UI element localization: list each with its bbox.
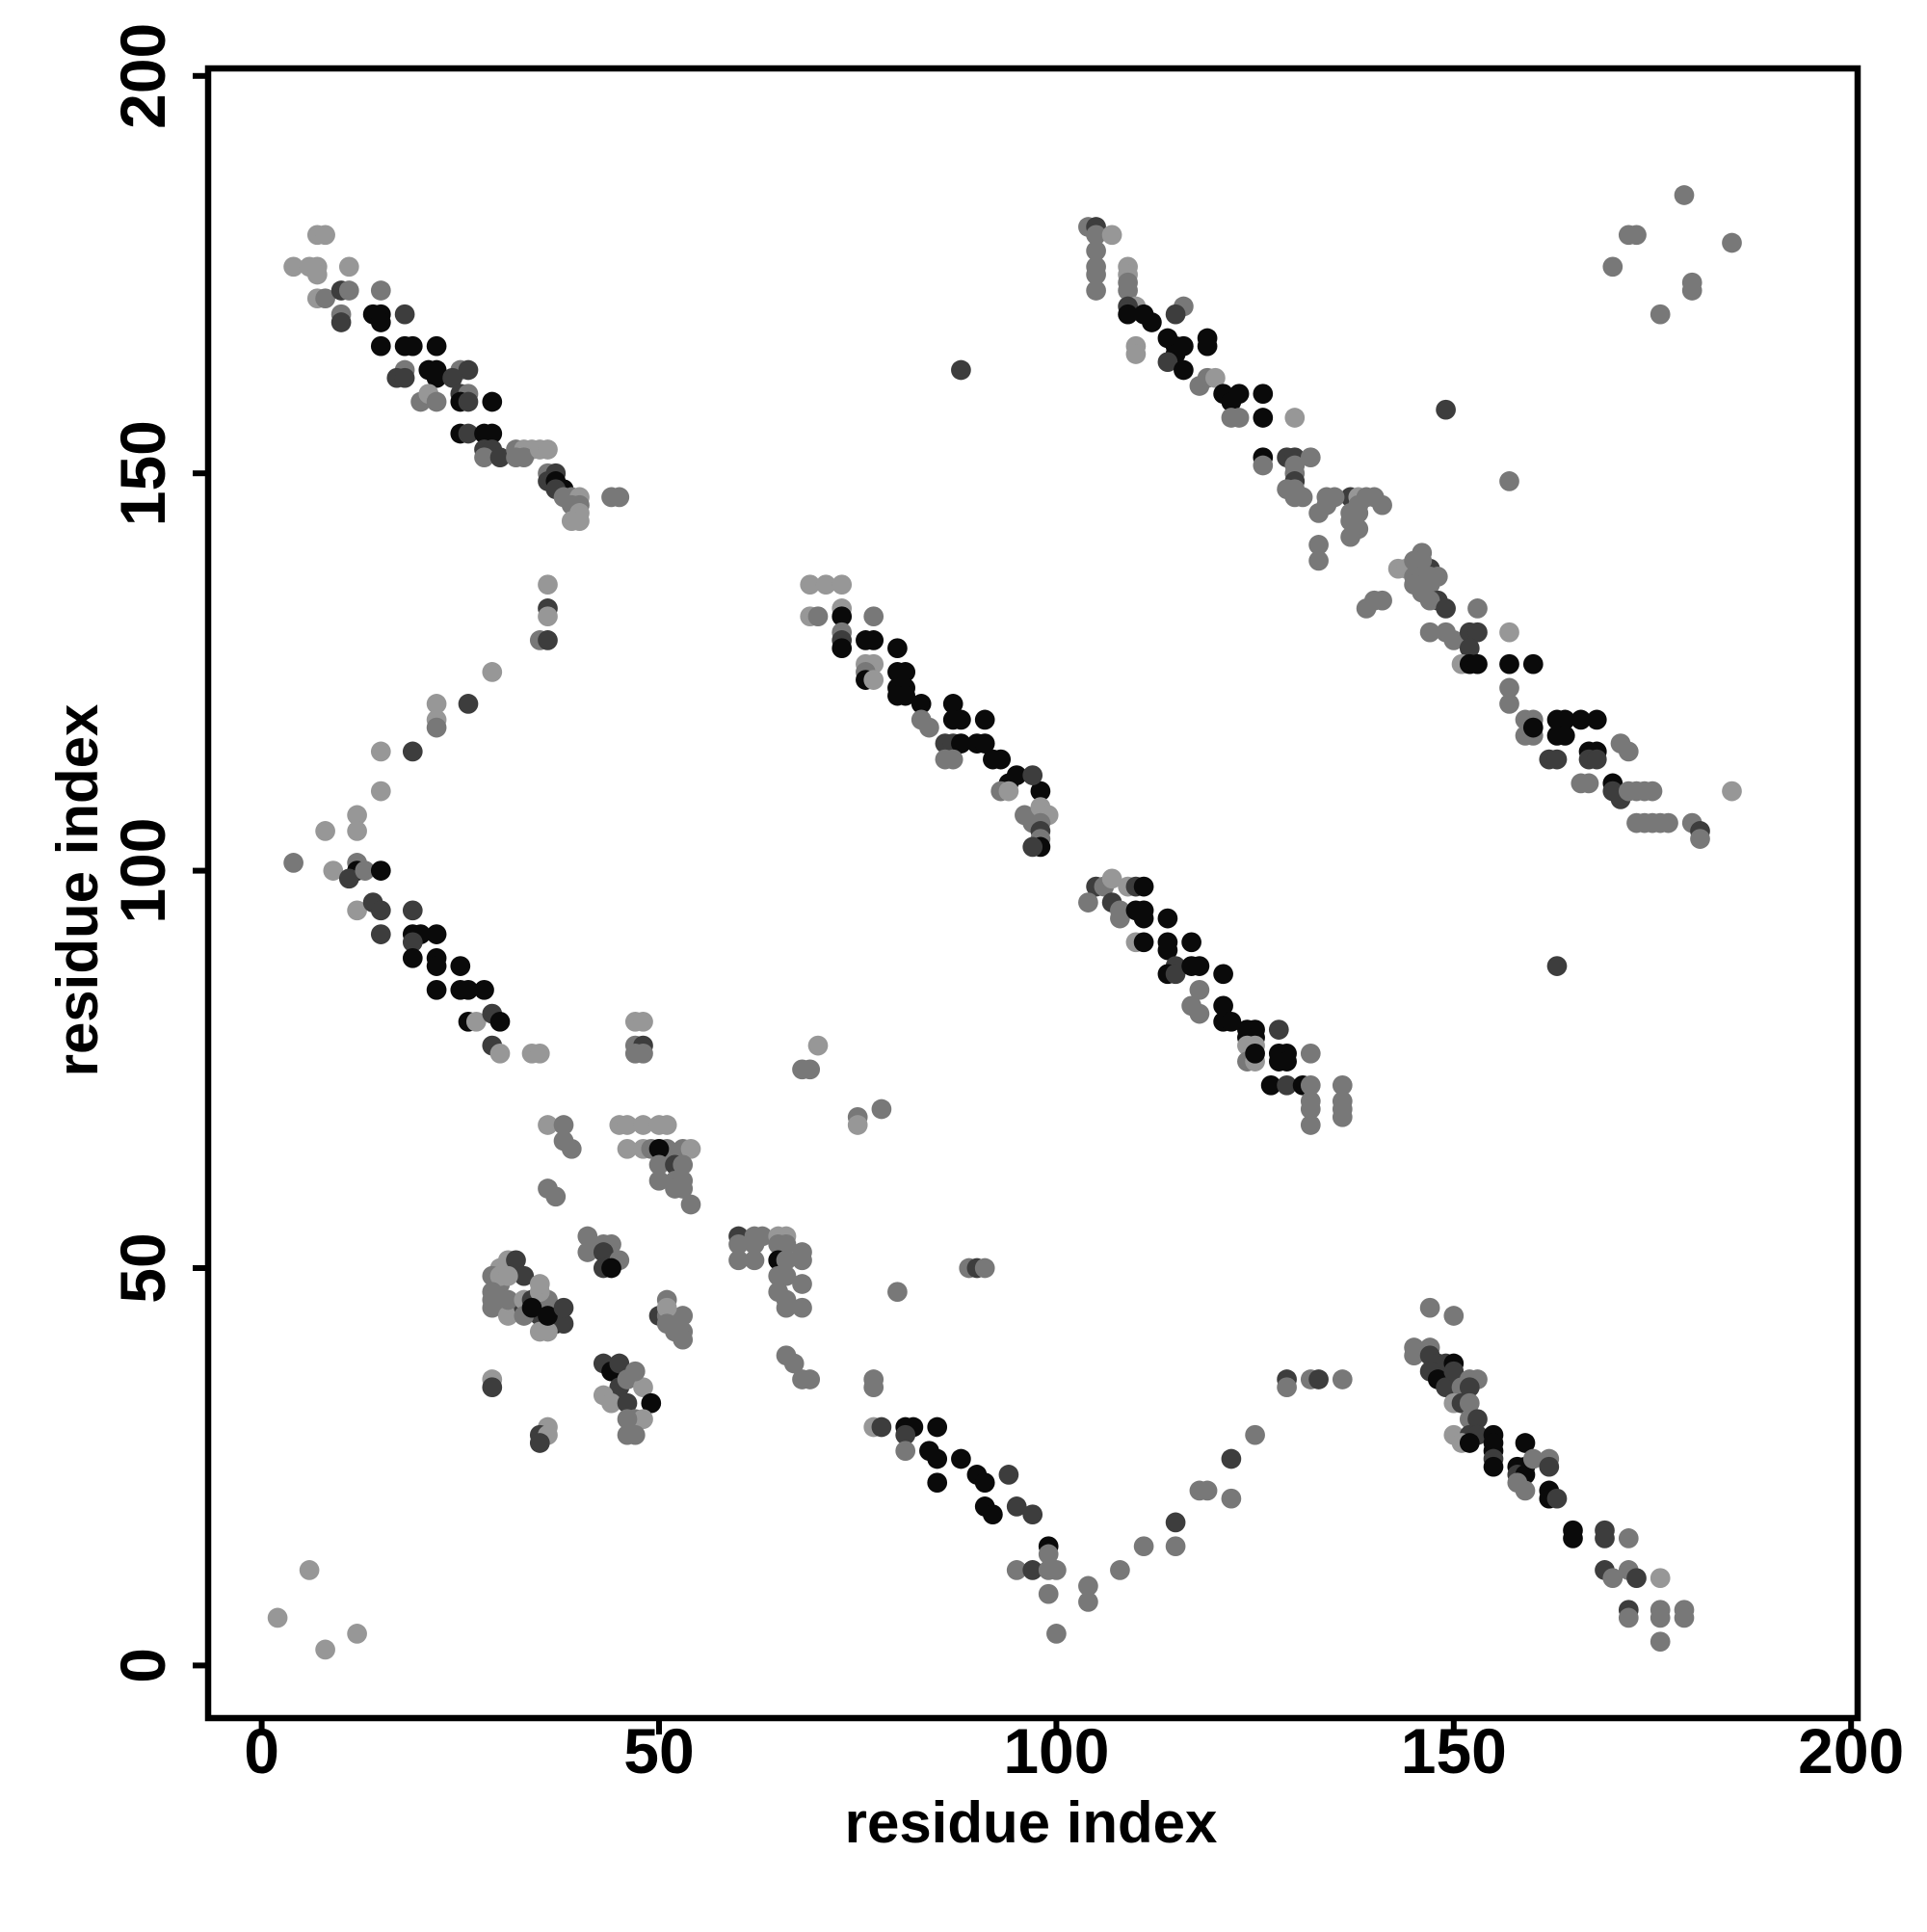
svg-text:50: 50	[107, 1232, 178, 1303]
svg-text:50: 50	[623, 1715, 694, 1786]
svg-text:150: 150	[1401, 1715, 1507, 1786]
svg-text:200: 200	[1798, 1715, 1904, 1786]
svg-text:0: 0	[107, 1648, 178, 1683]
svg-text:150: 150	[107, 420, 178, 526]
svg-text:residue index: residue index	[45, 704, 110, 1077]
svg-text:0: 0	[244, 1715, 279, 1786]
svg-text:residue index: residue index	[845, 1790, 1218, 1855]
svg-text:100: 100	[107, 818, 178, 924]
svg-text:100: 100	[1003, 1715, 1109, 1786]
svg-text:200: 200	[107, 23, 178, 129]
